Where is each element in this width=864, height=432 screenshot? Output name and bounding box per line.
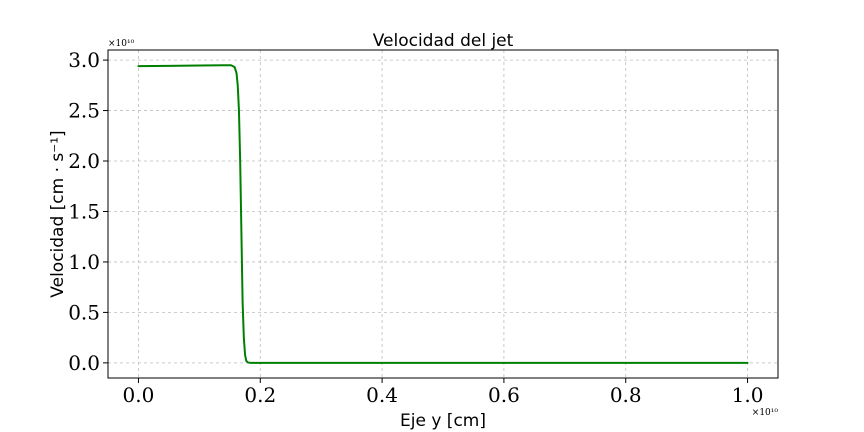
x-axis-offset-label: ×10¹⁰ [752,408,779,418]
y-tick-label: 2.0 [68,149,100,173]
series-layer [137,64,749,364]
x-tick-label: 0.8 [610,383,642,407]
plot-area [108,50,778,378]
x-tick-label: 0.0 [123,383,155,407]
grid [108,50,778,378]
y-tick-label: 2.5 [68,99,100,123]
chart-title: Velocidad del jet [373,31,514,51]
x-tick-label: 1.0 [732,383,764,407]
x-tick-label: 0.6 [488,383,520,407]
y-tick-label: 0.0 [68,351,100,375]
x-tick-label: 0.2 [244,383,276,407]
y-tick-label: 1.0 [68,250,100,274]
y-ticks: 0.0 0.5 1.0 1.5 2.0 2.5 3.0 [68,48,108,375]
y-tick-label: 0.5 [68,300,100,324]
y-axis-offset-label: ×10¹⁰ [108,39,135,49]
x-axis-label: Eje y [cm] [400,411,486,431]
y-tick-label: 1.5 [68,199,100,223]
x-tick-label: 0.4 [366,383,398,407]
y-tick-label: 3.0 [68,48,100,72]
x-ticks: 0.0 0.2 0.4 0.6 0.8 1.0 [123,378,764,407]
series-line-velocity [137,64,749,364]
plot-frame [107,49,779,379]
y-axis-label: Velocidad [cm · s⁻¹] [48,130,68,297]
